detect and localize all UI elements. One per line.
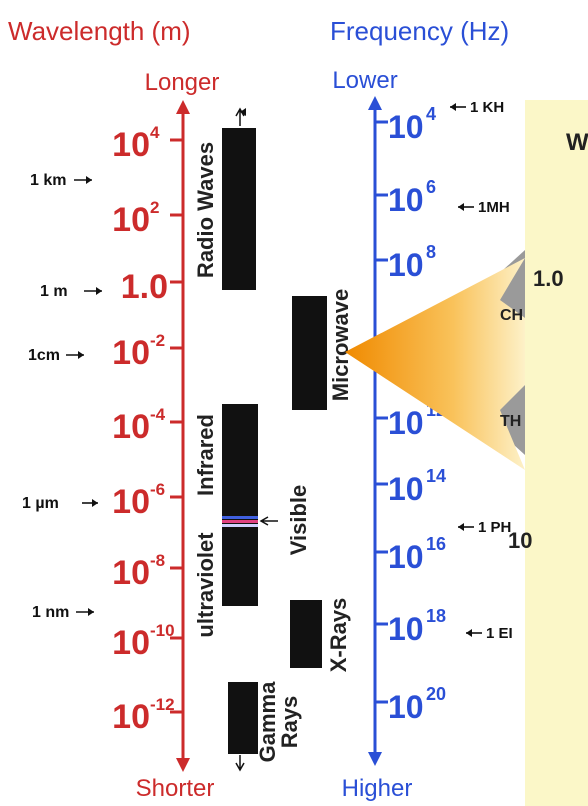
tick-exponent: 4 — [426, 104, 436, 124]
tick-exponent: -4 — [150, 405, 166, 424]
band-bar — [292, 296, 327, 410]
band-label: Visible — [286, 485, 311, 556]
tick-base: 10 — [388, 109, 424, 145]
tick-exponent: -6 — [150, 480, 165, 499]
panel-label: CH — [500, 307, 523, 324]
frequency-top: Lower — [332, 67, 397, 94]
tick-exponent: -10 — [150, 621, 175, 640]
tick-exponent: 4 — [150, 123, 160, 142]
tick-base: 10 — [388, 182, 424, 218]
tick-base: 10 — [112, 483, 150, 521]
wavelength-marker: 1 µm — [22, 495, 59, 512]
tick-base: 10 — [388, 247, 424, 283]
pointer-head — [92, 499, 98, 507]
tick-base: 10 — [388, 611, 424, 647]
tick-exponent: -2 — [150, 331, 165, 350]
tick-base: 10 — [388, 405, 424, 441]
tick-base: 10 — [112, 408, 150, 446]
pointer-head — [450, 103, 456, 111]
tick-exponent: 18 — [426, 606, 446, 626]
frequency-marker: 1 KH — [470, 99, 504, 116]
visible-strip — [222, 516, 258, 519]
zoom-cone — [345, 258, 525, 470]
tick-base: 10 — [112, 334, 150, 372]
wavelength-bottom: Shorter — [136, 775, 215, 802]
pointer-head — [88, 608, 94, 616]
panel-label: TH — [500, 413, 521, 430]
band-bar — [290, 600, 322, 668]
pointer-head — [458, 203, 464, 211]
tick-base: 10 — [388, 471, 424, 507]
tick-exponent: 2 — [150, 198, 159, 217]
tick-base: 10 — [112, 554, 150, 592]
pointer-head — [458, 523, 464, 531]
band-pointer — [236, 755, 244, 770]
band-label: X-Rays — [326, 598, 351, 673]
frequency-bottom: Higher — [342, 775, 413, 802]
wavelength-marker: 1cm — [28, 347, 60, 364]
pointer-head — [96, 287, 102, 295]
tick-base: 10 — [388, 539, 424, 575]
tick-exponent: 8 — [426, 242, 436, 262]
panel-label: 1.0 — [533, 266, 564, 291]
tick-base: 1.0 — [121, 268, 168, 306]
tick-exponent: -12 — [150, 695, 175, 714]
band-label: Microwave — [328, 289, 353, 402]
tick-base: 10 — [112, 624, 150, 662]
band-bar — [228, 682, 258, 754]
tick-exponent: 20 — [426, 684, 446, 704]
wavelength-top: Longer — [145, 69, 220, 96]
frequency-marker: 1 EI — [486, 625, 513, 642]
pointer-head — [86, 176, 92, 184]
panel-label: 10 — [508, 528, 532, 553]
band-label: Infrared — [193, 414, 218, 496]
wavelength-marker: 1 km — [30, 172, 66, 189]
wavelength-title: Wavelength (m) — [8, 16, 191, 46]
band-bar — [222, 404, 258, 606]
wavelength-marker: 1 m — [40, 283, 68, 300]
band-label: ultraviolet — [193, 532, 218, 638]
tick-exponent: 16 — [426, 534, 446, 554]
band-label: Rays — [277, 696, 302, 749]
band-bar — [222, 128, 256, 290]
visible-strip — [222, 524, 258, 527]
tick-exponent: 6 — [426, 177, 436, 197]
frequency-marker: 1MH — [478, 199, 510, 216]
tick-base: 10 — [112, 698, 150, 736]
pointer-head — [78, 351, 84, 359]
tick-exponent: -8 — [150, 551, 165, 570]
wavelength-marker: 1 nm — [32, 604, 69, 621]
band-pointer — [261, 517, 278, 525]
frequency-marker: 1 PH — [478, 519, 511, 536]
visible-strip — [222, 520, 258, 523]
pointer-head — [466, 629, 472, 637]
tick-base: 10 — [388, 689, 424, 725]
tick-base: 10 — [112, 126, 150, 164]
tick-base: 10 — [112, 201, 150, 239]
side-panel — [525, 100, 588, 806]
frequency-title: Frequency (Hz) — [330, 16, 509, 46]
panel-title: W — [566, 129, 588, 156]
spectrum-diagram: Wavelength (m) Frequency (Hz) Longer Shorte… — [0, 0, 588, 806]
tick-exponent: 14 — [426, 466, 446, 486]
band-label: Radio Waves — [193, 142, 218, 278]
